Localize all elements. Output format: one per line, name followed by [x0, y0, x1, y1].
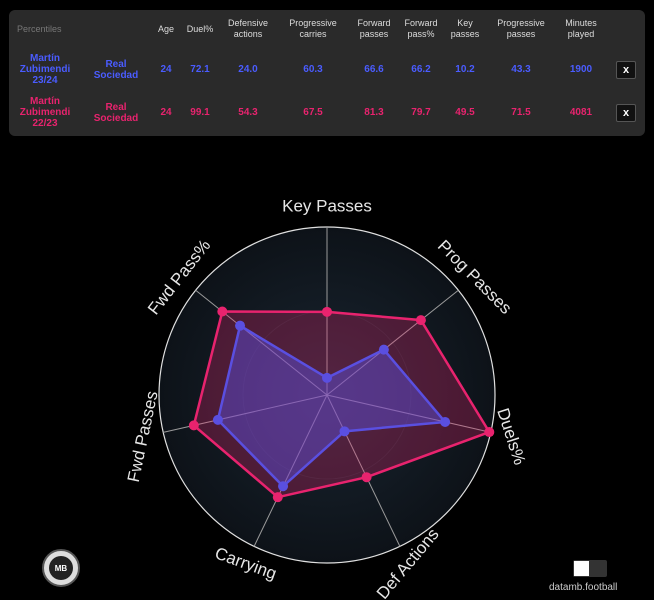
- fwd-pass-pct-value: 79.7: [411, 107, 431, 118]
- def-actions-value: 24.0: [238, 64, 258, 75]
- remove-player-button[interactable]: x: [616, 103, 636, 122]
- logo-text: MB: [49, 556, 73, 580]
- header-age: Age: [157, 23, 174, 34]
- series-1-point[interactable]: [188, 420, 199, 431]
- percentiles-table-panel: Percentiles Age Duel% Defensive actions …: [9, 10, 645, 136]
- axis-label: Fwd Passes: [124, 389, 162, 484]
- table-row: Martín Zubimendi 23/24 Real Sociedad 24 …: [9, 48, 645, 91]
- header-progressive-carries: Progressive carries: [289, 18, 337, 39]
- player-name: Martín Zubimendi 23/24: [19, 53, 71, 86]
- table-row: Martín Zubimendi 22/23 Real Sociedad 24 …: [9, 91, 645, 134]
- header-team: [81, 10, 151, 48]
- age-value: 24: [160, 64, 172, 75]
- series-0-point[interactable]: [440, 416, 451, 427]
- theme-toggle[interactable]: [573, 560, 607, 577]
- percentiles-table: Percentiles Age Duel% Defensive actions …: [9, 10, 645, 134]
- series-1-polygon: [192, 310, 492, 499]
- fwd-pass-pct-value: 66.2: [411, 64, 431, 75]
- duel-pct-value: 72.1: [190, 64, 210, 75]
- header-forward-pass-pct: Forward pass%: [404, 18, 438, 39]
- team-name: Real Sociedad: [93, 101, 139, 124]
- def-actions-value: 54.3: [238, 107, 258, 118]
- prog-carries-value: 67.5: [303, 107, 323, 118]
- axis-label: Key Passes: [282, 196, 372, 215]
- series-0-point[interactable]: [322, 372, 332, 383]
- series-0-point[interactable]: [235, 320, 246, 331]
- radar-spoke: [326, 394, 401, 547]
- age-value: 24: [160, 107, 172, 118]
- minutes-value: 4081: [569, 107, 593, 118]
- header-key-passes: Key passes: [450, 18, 480, 39]
- header-duel-pct: Duel%: [186, 23, 214, 34]
- header-remove: [607, 10, 645, 48]
- key-passes-value: 10.2: [455, 64, 475, 75]
- series-0-point[interactable]: [278, 481, 289, 492]
- radar-spoke: [326, 394, 491, 433]
- header-defensive-actions: Defensive actions: [227, 18, 269, 39]
- remove-cell: x: [607, 91, 645, 134]
- series-0-point[interactable]: [212, 414, 223, 425]
- player-name: Martín Zubimendi 22/23: [19, 96, 71, 129]
- radar-series: [188, 306, 495, 503]
- series-1-point[interactable]: [415, 315, 426, 326]
- series-1-point[interactable]: [217, 306, 228, 317]
- prog-passes-value: 43.3: [511, 64, 531, 75]
- header-minutes-played: Minutes played: [565, 18, 597, 39]
- radar-spoke: [253, 394, 328, 547]
- remove-player-button[interactable]: x: [616, 60, 636, 79]
- credit-text: datamb.football: [549, 582, 618, 593]
- remove-cell: x: [607, 48, 645, 91]
- header-percentiles: Percentiles: [17, 23, 62, 34]
- datamb-logo: MB: [42, 549, 80, 587]
- radar-spoke: [195, 289, 328, 396]
- series-1-point[interactable]: [361, 472, 372, 483]
- toggle-knob: [574, 561, 589, 576]
- key-passes-value: 49.5: [455, 107, 475, 118]
- fwd-passes-value: 66.6: [364, 64, 384, 75]
- series-0-polygon: [216, 323, 448, 488]
- header-progressive-passes: Progressive passes: [497, 18, 545, 39]
- prog-carries-value: 60.3: [303, 64, 323, 75]
- series-0-point[interactable]: [339, 426, 350, 437]
- series-1-point[interactable]: [484, 427, 495, 438]
- header-forward-passes: Forward passes: [357, 18, 391, 39]
- series-1-point[interactable]: [322, 306, 332, 317]
- team-name: Real Sociedad: [93, 58, 139, 81]
- radar-spoke: [326, 289, 459, 396]
- axis-label: Duels%: [493, 406, 529, 468]
- series-0-point[interactable]: [378, 344, 389, 355]
- table-header-row: Percentiles Age Duel% Defensive actions …: [9, 10, 645, 48]
- duel-pct-value: 99.1: [190, 107, 210, 118]
- fwd-passes-value: 81.3: [364, 107, 384, 118]
- prog-passes-value: 71.5: [511, 107, 531, 118]
- series-1-point[interactable]: [272, 492, 283, 503]
- minutes-value: 1900: [569, 64, 593, 75]
